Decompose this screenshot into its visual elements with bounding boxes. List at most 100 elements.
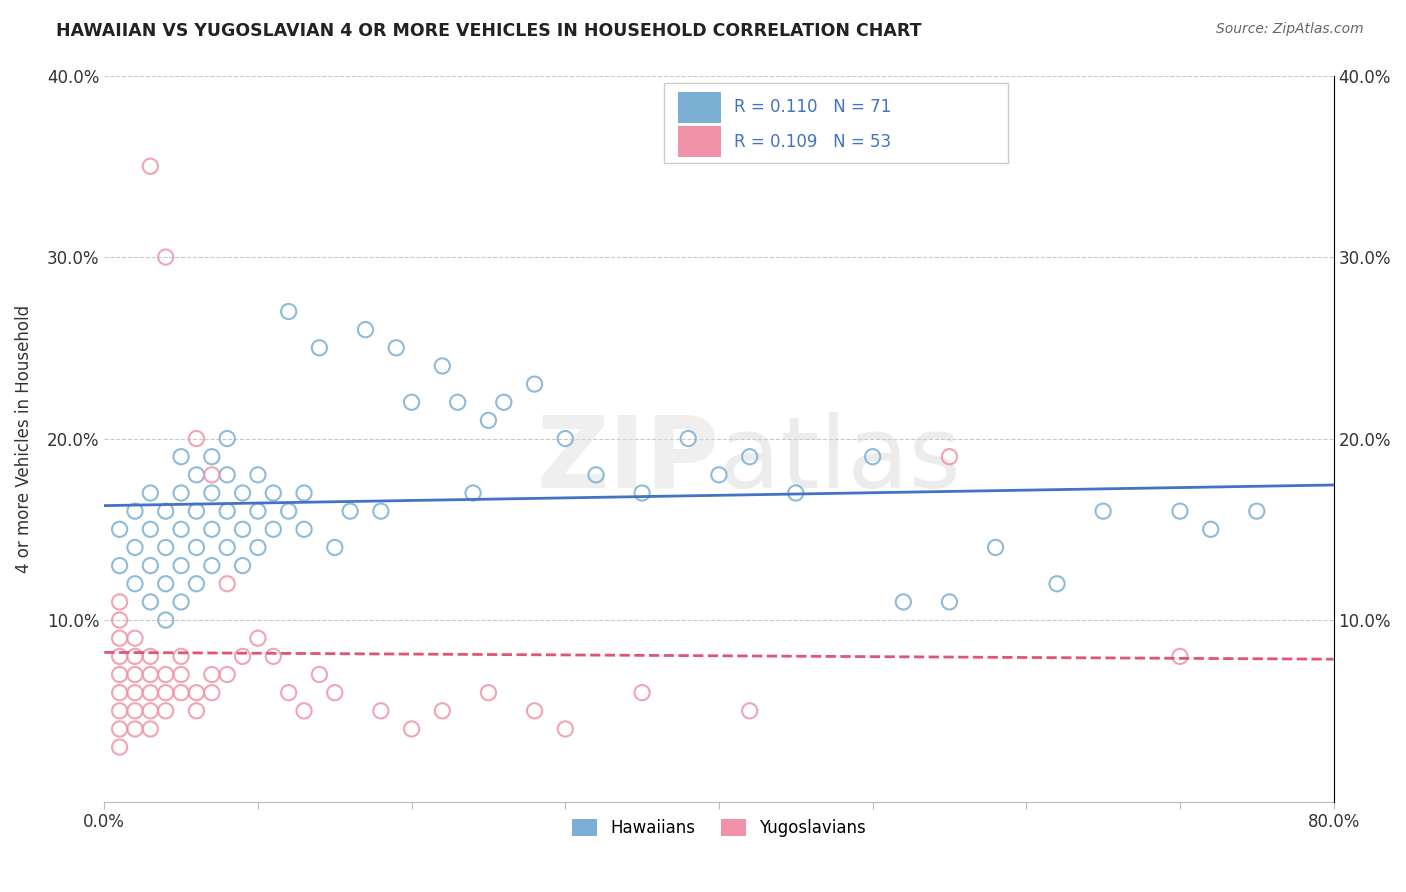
Point (1046, 576, 1069, 591)
Point (170, 450, 193, 464)
Point (1168, 504, 1191, 518)
Point (354, 323, 377, 337)
Point (232, 486, 254, 500)
Point (323, 541, 346, 555)
Point (170, 558, 193, 573)
Point (370, 504, 392, 518)
Point (477, 686, 499, 700)
Point (201, 558, 224, 573)
Point (155, 667, 177, 681)
Point (108, 558, 131, 573)
Point (401, 722, 423, 736)
Point (139, 649, 162, 664)
Point (139, 159, 162, 173)
Point (862, 450, 884, 464)
Point (139, 522, 162, 536)
Point (676, 432, 699, 446)
Point (186, 576, 208, 591)
Point (201, 450, 224, 464)
Point (108, 704, 131, 718)
Point (232, 649, 254, 664)
Point (108, 667, 131, 681)
Point (262, 522, 284, 536)
Point (155, 250, 177, 264)
Point (186, 686, 208, 700)
Point (1092, 504, 1115, 518)
Point (108, 613, 131, 627)
Point (938, 595, 960, 609)
Point (139, 486, 162, 500)
Point (139, 558, 162, 573)
Point (217, 504, 239, 518)
Point (155, 613, 177, 627)
Point (984, 541, 1007, 555)
Point (139, 686, 162, 700)
Point (492, 395, 515, 409)
Point (292, 486, 315, 500)
Point (523, 377, 546, 392)
Point (1168, 649, 1191, 664)
Point (785, 486, 807, 500)
Point (124, 722, 146, 736)
Point (201, 522, 224, 536)
Point (201, 486, 224, 500)
Point (370, 704, 392, 718)
Point (170, 667, 193, 681)
Point (554, 432, 576, 446)
Point (201, 467, 224, 482)
Point (201, 667, 224, 681)
Point (262, 649, 284, 664)
Text: Source: ZipAtlas.com: Source: ZipAtlas.com (1216, 22, 1364, 37)
Point (631, 486, 654, 500)
FancyBboxPatch shape (678, 92, 721, 123)
Point (292, 704, 315, 718)
Point (155, 504, 177, 518)
Point (262, 486, 284, 500)
Point (246, 504, 269, 518)
Point (938, 450, 960, 464)
Text: ZIP: ZIP (536, 412, 718, 508)
Point (585, 467, 607, 482)
Point (461, 486, 484, 500)
Point (323, 686, 346, 700)
Text: R = 0.109   N = 53: R = 0.109 N = 53 (734, 133, 891, 151)
Point (155, 576, 177, 591)
Text: atlas: atlas (718, 412, 960, 508)
Text: R = 0.110   N = 71: R = 0.110 N = 71 (734, 98, 891, 117)
Point (631, 686, 654, 700)
Point (292, 522, 315, 536)
Point (217, 432, 239, 446)
Point (124, 667, 146, 681)
FancyBboxPatch shape (678, 127, 721, 157)
Point (308, 341, 330, 355)
Point (108, 740, 131, 755)
Point (124, 686, 146, 700)
Point (277, 304, 299, 318)
Point (108, 722, 131, 736)
Point (246, 631, 269, 645)
Point (124, 541, 146, 555)
Point (432, 704, 454, 718)
Point (108, 686, 131, 700)
Point (108, 522, 131, 536)
Point (523, 704, 546, 718)
Point (139, 722, 162, 736)
Text: HAWAIIAN VS YUGOSLAVIAN 4 OR MORE VEHICLES IN HOUSEHOLD CORRELATION CHART: HAWAIIAN VS YUGOSLAVIAN 4 OR MORE VEHICL… (56, 22, 922, 40)
Point (385, 341, 408, 355)
Point (186, 704, 208, 718)
Point (186, 467, 208, 482)
Point (108, 595, 131, 609)
Point (124, 576, 146, 591)
Point (339, 504, 361, 518)
Point (277, 686, 299, 700)
Point (891, 595, 914, 609)
Point (170, 595, 193, 609)
Legend: Hawaiians, Yugoslavians: Hawaiians, Yugoslavians (565, 813, 872, 844)
Point (186, 541, 208, 555)
Point (707, 467, 730, 482)
Point (217, 576, 239, 591)
Point (124, 704, 146, 718)
Point (432, 359, 454, 373)
Point (139, 704, 162, 718)
Point (155, 686, 177, 700)
